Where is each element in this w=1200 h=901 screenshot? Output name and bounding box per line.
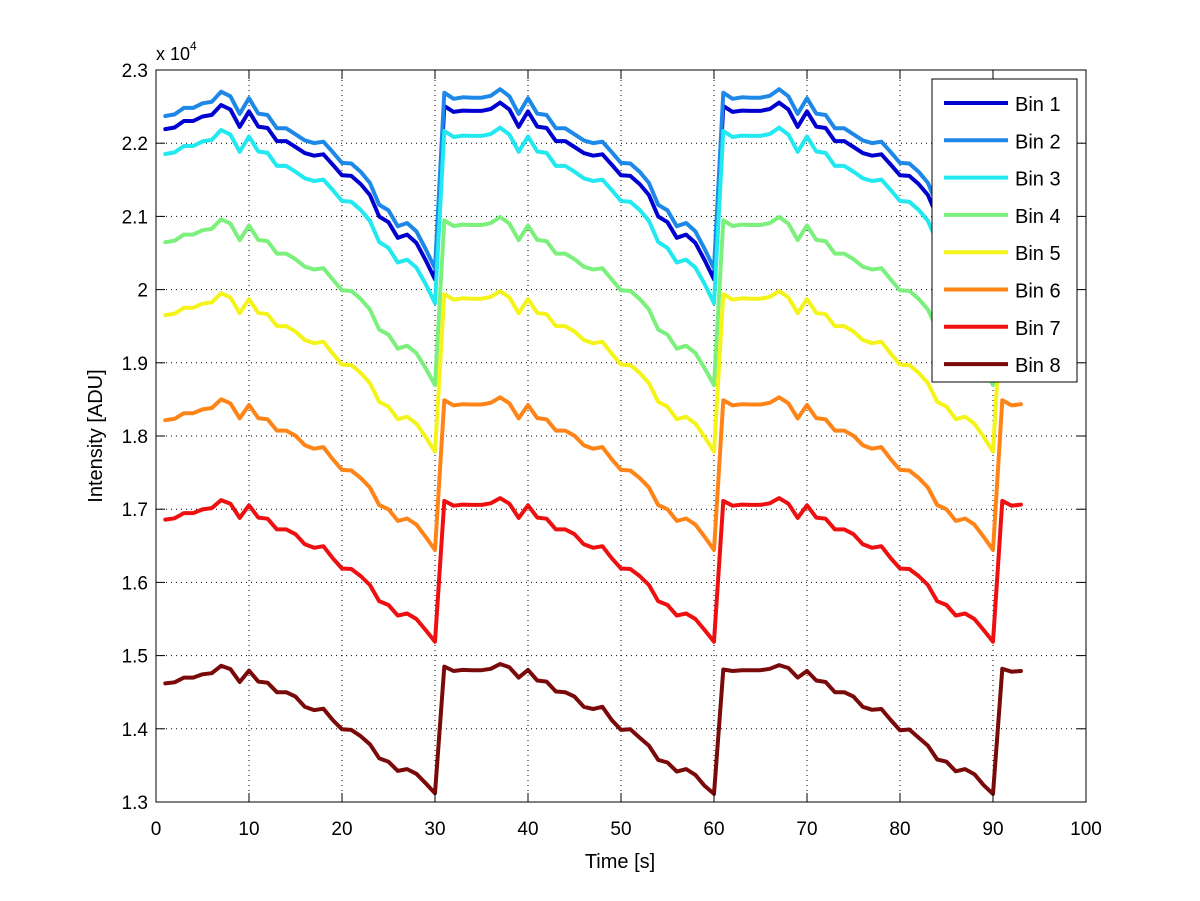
series-line-bin-8 [163, 662, 1023, 796]
legend-label: Bin 5 [1015, 243, 1061, 265]
legend-label: Bin 2 [1015, 131, 1061, 153]
legend-item: Bin 1 [944, 94, 1061, 116]
legend-item: Bin 6 [944, 281, 1061, 303]
legend-item: Bin 8 [944, 355, 1061, 377]
series-line-bin-1 [163, 100, 1023, 282]
legend-item: Bin 5 [944, 243, 1061, 265]
series-group [163, 87, 1023, 796]
series-line-bin-5 [163, 289, 1023, 454]
x-tick-label: 90 [982, 819, 1003, 840]
series-line-bin-2 [163, 87, 1023, 271]
series-line-bin-7 [163, 496, 1023, 644]
x-tick-label: 30 [424, 819, 445, 840]
y-tick-label: 1.5 [122, 647, 148, 668]
y-tick-labels: 1.3 1.4 1.5 1.6 1.7 1.8 1.9 2 2.1 2.2 2.3 [122, 61, 149, 814]
x-tick-label: 10 [238, 819, 259, 840]
legend-item: Bin 3 [944, 169, 1061, 191]
y-multiplier-label: x 104 [156, 39, 197, 64]
legend-label: Bin 1 [1015, 94, 1061, 116]
y-multiplier-exponent: 4 [190, 39, 197, 53]
y-tick-label: 1.7 [122, 500, 148, 521]
y-tick-label: 2.2 [122, 134, 148, 155]
series-line-bin-4 [163, 215, 1023, 387]
x-tick-label: 50 [610, 819, 631, 840]
legend-item: Bin 7 [944, 318, 1061, 340]
legend-box [931, 78, 1078, 383]
x-tick-label: 70 [796, 819, 817, 840]
x-tick-label: 60 [703, 819, 724, 840]
legend-label: Bin 3 [1015, 169, 1061, 191]
y-tick-label: 1.6 [122, 573, 148, 594]
y-tick-label: 2.1 [122, 207, 148, 228]
x-axis-label: Time [s] [585, 851, 655, 873]
legend: Bin 1 Bin 2 Bin 3 Bin 4 Bin 5 Bin 6 Bin 7 Bin 8 [931, 78, 1078, 383]
legend-label: Bin 6 [1015, 281, 1061, 303]
series-line-bin-6 [163, 395, 1023, 552]
axis-ticks [155, 69, 1087, 803]
legend-item: Bin 2 [944, 131, 1061, 153]
legend-item: Bin 4 [944, 206, 1061, 228]
x-tick-label: 20 [331, 819, 352, 840]
series-line-bin-3 [163, 125, 1023, 306]
x-tick-label: 80 [889, 819, 910, 840]
legend-label: Bin 8 [1015, 355, 1061, 377]
y-tick-label: 1.3 [122, 793, 148, 814]
x-tick-label: 100 [1070, 819, 1102, 840]
legend-label: Bin 7 [1015, 318, 1061, 340]
y-tick-label: 1.9 [122, 354, 148, 375]
x-tick-label: 0 [151, 819, 162, 840]
y-tick-label: 1.8 [122, 427, 148, 448]
y-axis-label: Intensity [ADU] [85, 369, 107, 502]
x-tick-label: 40 [517, 819, 538, 840]
y-tick-label: 2 [137, 281, 148, 302]
grid [156, 70, 1086, 802]
y-tick-label: 2.3 [122, 61, 148, 82]
x-tick-labels: 0 10 20 30 40 50 60 70 80 90 100 [151, 819, 1102, 840]
y-tick-label: 1.4 [122, 720, 149, 741]
legend-label: Bin 4 [1015, 206, 1061, 228]
